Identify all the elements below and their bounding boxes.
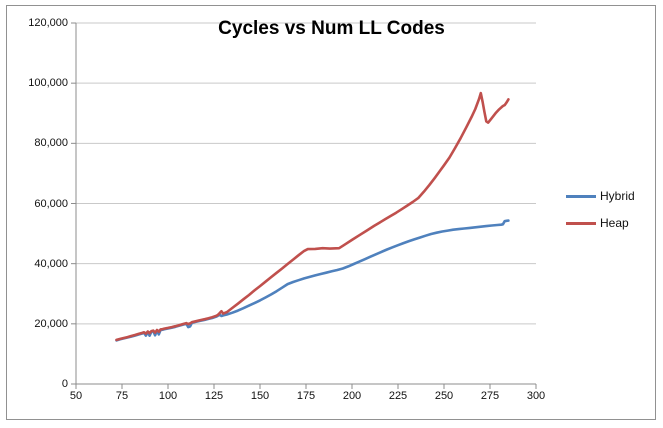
x-tick-label: 150 bbox=[250, 390, 270, 402]
chart-outer-border bbox=[6, 5, 656, 420]
legend-label: Hybrid bbox=[600, 189, 635, 203]
x-tick-label: 125 bbox=[204, 390, 224, 402]
x-tick-label: 100 bbox=[158, 390, 178, 402]
y-tick-label: 120,000 bbox=[28, 17, 68, 29]
legend-label: Heap bbox=[600, 216, 629, 230]
y-tick-label: 0 bbox=[61, 378, 68, 390]
y-tick-label: 100,000 bbox=[28, 77, 68, 90]
y-tick-label: 20,000 bbox=[34, 317, 68, 330]
series-line-heap[interactable] bbox=[115, 91, 510, 342]
x-tick-label: 300 bbox=[526, 390, 546, 402]
x-tick-label: 275 bbox=[480, 390, 500, 402]
legend-item-hybrid[interactable]: Hybrid bbox=[566, 189, 658, 203]
tick-marks bbox=[71, 22, 537, 389]
x-tick-label: 175 bbox=[296, 390, 316, 402]
x-tick-label: 75 bbox=[115, 390, 129, 402]
legend: Hybrid Heap bbox=[566, 189, 658, 230]
legend-line-swatch-hybrid bbox=[566, 194, 596, 198]
series-lines bbox=[115, 91, 510, 342]
y-tick-label: 80,000 bbox=[34, 137, 68, 150]
chart-title: Cycles vs Num LL Codes bbox=[218, 18, 445, 39]
legend-item-heap[interactable]: Heap bbox=[566, 216, 658, 230]
x-tick-label: 200 bbox=[342, 390, 362, 402]
x-tick-label: 250 bbox=[434, 390, 454, 402]
series-line-hybrid[interactable] bbox=[115, 219, 510, 342]
gridlines bbox=[76, 22, 536, 325]
y-tick-label: 40,000 bbox=[34, 257, 68, 270]
x-tick-label: 225 bbox=[388, 390, 408, 402]
legend-line-swatch-heap bbox=[566, 221, 596, 225]
x-tick-label: 50 bbox=[69, 390, 83, 402]
y-tick-label: 60,000 bbox=[34, 197, 68, 210]
